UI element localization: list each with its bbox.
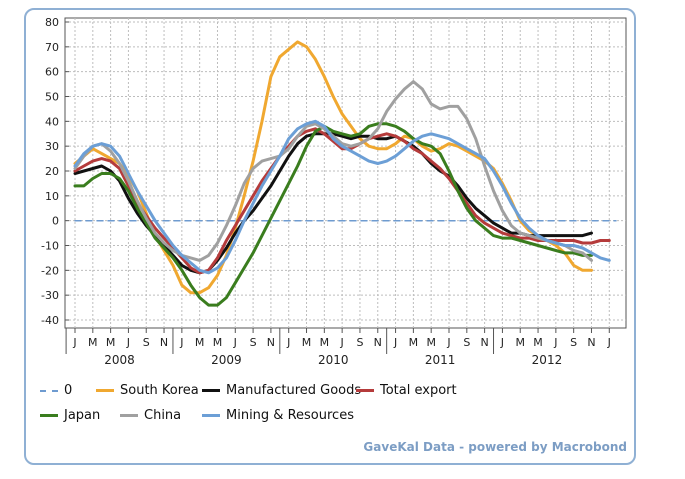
legend: 0 South Korea Manufactured Goods Total e… xyxy=(40,383,600,429)
x-tick-label: M xyxy=(533,336,543,349)
x-tick-label: M xyxy=(88,336,98,349)
x-tick-label: M xyxy=(106,336,116,349)
series-line-manufactured-goods xyxy=(73,132,593,275)
legend-swatch xyxy=(96,389,114,392)
legend-swatch xyxy=(202,414,220,417)
y-tick-label: -30 xyxy=(41,289,59,302)
x-tick-label: J xyxy=(393,336,397,349)
y-tick-label: 20 xyxy=(45,165,59,178)
legend-item-south-korea: South Korea xyxy=(96,383,199,398)
series-line-mining-resources xyxy=(73,119,611,275)
legend-item-zero: 0 xyxy=(40,383,72,398)
y-tick-label: 80 xyxy=(45,16,59,29)
legend-label: China xyxy=(144,408,182,423)
x-tick-label: M xyxy=(426,336,436,349)
plot-area xyxy=(64,17,627,329)
series-line-south-korea xyxy=(73,40,593,295)
x-tick-label: J xyxy=(607,336,611,349)
x-tick-label: N xyxy=(481,336,489,349)
x-tick-label: J xyxy=(500,336,504,349)
year-label: 2011 xyxy=(425,353,456,367)
year-label: 2009 xyxy=(211,353,242,367)
x-tick-label: S xyxy=(143,336,150,349)
x-tick-label: M xyxy=(515,336,525,349)
y-tick-label: 70 xyxy=(45,41,59,54)
legend-label: Total export xyxy=(380,383,457,398)
series-line-total-export xyxy=(73,127,611,275)
legend-label: Japan xyxy=(64,408,101,423)
y-tick-label: -40 xyxy=(41,314,59,327)
legend-item-mining-resources: Mining & Resources xyxy=(202,408,354,423)
x-tick-label: J xyxy=(72,336,76,349)
y-tick-label: 60 xyxy=(45,66,59,79)
legend-item-japan: Japan xyxy=(40,408,100,423)
legend-swatch xyxy=(202,389,220,392)
x-tick-label: N xyxy=(374,336,382,349)
legend-swatch xyxy=(120,414,138,417)
legend-swatch xyxy=(356,389,374,392)
x-tick-label: M xyxy=(409,336,419,349)
y-tick-label: -10 xyxy=(41,240,59,253)
legend-label: 0 xyxy=(64,383,73,398)
x-tick-label: N xyxy=(160,336,168,349)
x-tick-label: M xyxy=(302,336,312,349)
x-tick-label: J xyxy=(553,336,557,349)
x-tick-label: M xyxy=(213,336,223,349)
y-tick-label: 40 xyxy=(45,115,59,128)
year-label: 2008 xyxy=(104,353,135,367)
legend-label: Manufactured Goods xyxy=(226,383,362,398)
series-line-japan xyxy=(73,122,593,307)
legend-item-total-export: Total export xyxy=(356,383,457,398)
legend-swatch xyxy=(40,389,58,392)
legend-item-china: China xyxy=(120,408,181,423)
legend-label: Mining & Resources xyxy=(226,408,354,423)
x-tick-label: J xyxy=(286,336,290,349)
x-tick-label: J xyxy=(340,336,344,349)
y-tick-label: -20 xyxy=(41,264,59,277)
x-tick-label: N xyxy=(267,336,275,349)
legend-item-manufactured-goods: Manufactured Goods xyxy=(202,383,361,398)
x-tick-label: M xyxy=(320,336,330,349)
x-tick-label: J xyxy=(446,336,450,349)
year-label: 2012 xyxy=(532,353,563,367)
legend-label: South Korea xyxy=(120,383,199,398)
y-tick-label: 50 xyxy=(45,91,59,104)
x-tick-label: J xyxy=(233,336,237,349)
x-tick-label: S xyxy=(250,336,257,349)
x-tick-label: J xyxy=(126,336,130,349)
legend-swatch xyxy=(40,414,58,417)
x-tick-label: S xyxy=(356,336,363,349)
x-tick-label: S xyxy=(463,336,470,349)
y-tick-label: 30 xyxy=(45,140,59,153)
x-tick-label: J xyxy=(179,336,183,349)
source-credit: GaveKal Data - powered by Macrobond xyxy=(363,440,627,454)
x-tick-label: S xyxy=(570,336,577,349)
year-label: 2010 xyxy=(318,353,349,367)
x-tick-label: M xyxy=(195,336,205,349)
x-tick-label: N xyxy=(587,336,595,349)
y-tick-label: 10 xyxy=(45,190,59,203)
y-tick-label: 0 xyxy=(52,215,59,228)
